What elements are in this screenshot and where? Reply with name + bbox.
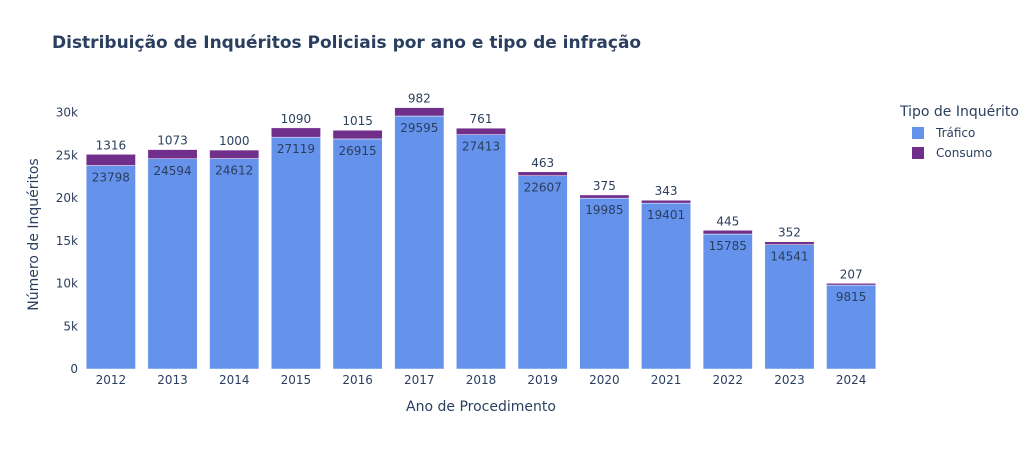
chart-title: Distribuição de Inquéritos Policiais por…: [52, 33, 642, 53]
bar-consumo: [579, 194, 630, 199]
bar-consumo: [702, 230, 753, 235]
bar-trafico: [702, 233, 753, 370]
data-label-trafico: 26915: [339, 144, 377, 158]
bar-trafico: [826, 284, 877, 370]
bar-consumo: [270, 127, 321, 138]
bar-consumo: [147, 149, 198, 160]
x-tick-label: 2015: [281, 373, 312, 387]
bar-trafico: [641, 202, 692, 370]
y-tick-label: 25k: [56, 148, 78, 162]
x-tick-label: 2022: [712, 373, 743, 387]
x-tick-label: 2018: [466, 373, 497, 387]
x-tick-label: 2024: [836, 373, 867, 387]
data-label-trafico: 22607: [524, 181, 562, 195]
legend-label-trafico: Tráfico: [936, 126, 976, 140]
data-label-trafico: 24612: [215, 164, 253, 178]
data-label-consumo: 761: [470, 112, 493, 126]
legend-swatch-consumo: [912, 147, 924, 159]
data-label-trafico: 15785: [709, 239, 747, 253]
y-tick-label: 10k: [56, 277, 78, 291]
x-tick-label: 2023: [774, 373, 805, 387]
data-label-consumo: 445: [716, 214, 739, 228]
data-label-trafico: 27413: [462, 140, 500, 154]
y-tick-label: 20k: [56, 191, 78, 205]
bar-consumo: [85, 154, 136, 166]
data-label-consumo: 463: [531, 156, 554, 170]
bar-consumo: [209, 149, 260, 159]
data-label-consumo: 352: [778, 226, 801, 240]
data-label-consumo: 1015: [342, 114, 373, 128]
y-tick-label: 5k: [63, 319, 78, 333]
x-tick-label: 2012: [96, 373, 127, 387]
bar-trafico: [579, 197, 630, 370]
bar-trafico: [517, 175, 568, 370]
data-label-consumo: 207: [840, 267, 863, 281]
legend-label-consumo: Consumo: [936, 146, 993, 160]
data-label-consumo: 1073: [157, 134, 188, 148]
data-label-trafico: 19985: [585, 203, 623, 217]
bar-consumo: [332, 129, 383, 140]
x-tick-label: 2013: [157, 373, 188, 387]
data-label-consumo: 1090: [281, 112, 312, 126]
data-label-consumo: 375: [593, 179, 616, 193]
data-label-trafico: 9815: [836, 290, 867, 304]
legend-title: Tipo de Inquérito: [900, 104, 1019, 120]
x-tick-label: 2019: [527, 373, 558, 387]
bar-trafico: [456, 134, 506, 370]
legend: Tipo de Inquérito Tráfico Consumo: [900, 104, 1019, 160]
bar-consumo: [764, 241, 815, 245]
x-tick-label: 2014: [219, 373, 250, 387]
bar-trafico: [332, 138, 383, 370]
bar-consumo: [456, 127, 506, 135]
legend-swatch-trafico: [912, 127, 924, 139]
bar-consumo: [517, 171, 568, 176]
bar-trafico: [147, 158, 198, 370]
y-tick-label: 30k: [56, 106, 78, 120]
bar-trafico: [394, 115, 445, 370]
data-label-trafico: 14541: [770, 250, 808, 264]
x-tick-label: 2016: [342, 373, 373, 387]
bar-consumo: [641, 199, 692, 204]
data-label-trafico: 19401: [647, 208, 685, 222]
legend-item-trafico[interactable]: Tráfico: [912, 126, 1019, 140]
bar-consumo: [826, 283, 877, 286]
x-tick-label: 2017: [404, 373, 435, 387]
bar-trafico: [85, 165, 136, 370]
y-tick-label: 0: [70, 362, 78, 376]
data-label-consumo: 982: [408, 92, 431, 106]
data-label-trafico: 23798: [92, 171, 130, 185]
x-axis-title: Ano de Procedimento: [406, 399, 556, 415]
bar-trafico: [209, 158, 260, 370]
data-label-trafico: 29595: [400, 121, 438, 135]
bar-trafico: [270, 136, 321, 370]
y-axis-title: Número de Inquéritos: [26, 158, 42, 310]
y-tick-label: 15k: [56, 234, 78, 248]
data-label-consumo: 1316: [96, 138, 127, 152]
x-tick-label: 2021: [651, 373, 682, 387]
legend-item-consumo[interactable]: Consumo: [912, 146, 1019, 160]
data-label-trafico: 27119: [277, 142, 315, 156]
data-label-trafico: 24594: [153, 164, 191, 178]
bar-trafico: [764, 244, 815, 370]
x-tick-label: 2020: [589, 373, 620, 387]
data-label-consumo: 1000: [219, 134, 250, 148]
data-label-consumo: 343: [655, 184, 678, 198]
bar-consumo: [394, 107, 445, 117]
